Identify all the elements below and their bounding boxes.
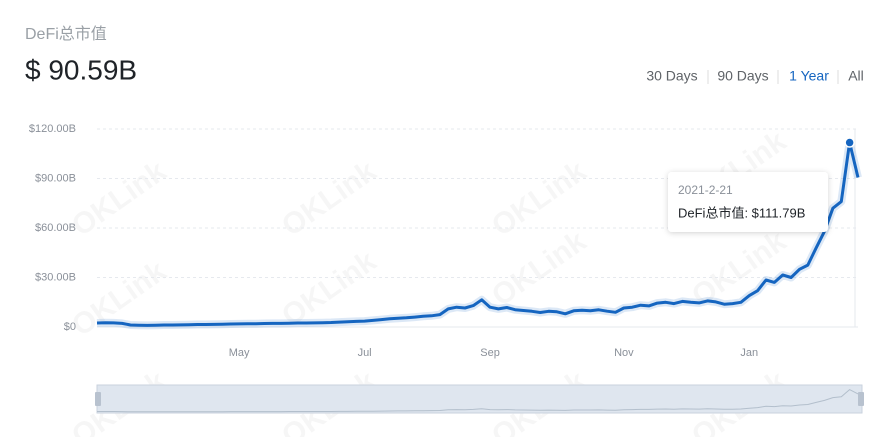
- y-tick-label: $90.00B: [35, 172, 76, 184]
- highlight-point: [844, 137, 855, 148]
- range-button[interactable]: All: [848, 68, 864, 84]
- y-tick-label: $120.00B: [29, 123, 76, 135]
- tooltip: [668, 172, 828, 232]
- watermark: OKLink: [66, 254, 173, 342]
- x-tick-label: Nov: [614, 347, 634, 359]
- total-value: $ 90.59B: [25, 54, 137, 85]
- watermark: OKLink: [276, 154, 383, 242]
- range-button[interactable]: 30 Days: [646, 68, 697, 84]
- x-tick-label: Jul: [358, 347, 372, 359]
- watermark: OKLink: [66, 154, 173, 242]
- y-tick-label: $0: [64, 321, 76, 333]
- range-button-active[interactable]: 1 Year: [789, 68, 829, 84]
- tooltip-text: DeFi总市值: $111.79B: [678, 205, 805, 220]
- navigator[interactable]: [96, 384, 863, 414]
- tooltip-date: 2021-2-21: [678, 183, 733, 197]
- navigator-handle[interactable]: [95, 392, 101, 406]
- range-button[interactable]: 90 Days: [717, 68, 768, 84]
- page-title: DeFi总市值: [25, 25, 107, 43]
- x-tick-label: May: [229, 347, 250, 359]
- navigator-line: [97, 389, 859, 413]
- x-tick-label: Jan: [740, 347, 758, 359]
- navigator-handle[interactable]: [858, 392, 864, 406]
- plot: $0 $30.00B $60.00B $90.00B $120.00B May Jul Sep…: [29, 123, 862, 413]
- x-tick-label: Sep: [480, 347, 500, 359]
- data-line: [96, 141, 860, 327]
- y-tick-label: $60.00B: [35, 222, 76, 234]
- y-tick-label: $30.00B: [35, 271, 76, 283]
